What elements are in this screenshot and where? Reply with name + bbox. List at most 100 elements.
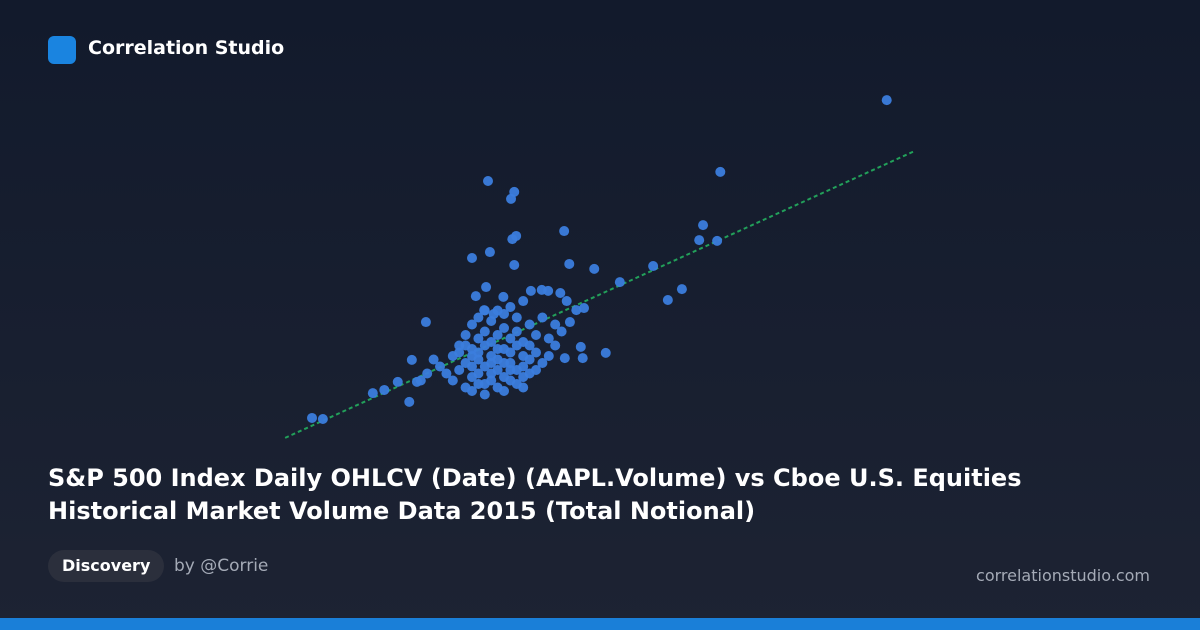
point <box>499 372 509 382</box>
point <box>422 368 433 379</box>
point <box>518 361 529 372</box>
point <box>473 368 484 379</box>
point <box>428 354 439 365</box>
trend-line <box>284 149 916 439</box>
point <box>524 354 535 365</box>
point <box>317 414 328 424</box>
point <box>479 326 490 337</box>
point <box>470 291 481 302</box>
point <box>715 166 726 177</box>
brand: Correlation Studio <box>88 37 285 59</box>
point <box>479 379 490 389</box>
point <box>561 296 572 307</box>
chart <box>284 95 916 439</box>
point <box>492 305 503 316</box>
point <box>492 330 503 340</box>
point <box>564 317 575 328</box>
point <box>550 319 561 330</box>
point <box>499 323 509 333</box>
point <box>543 333 554 344</box>
point <box>662 295 673 305</box>
point <box>486 351 497 361</box>
point <box>524 319 535 330</box>
point <box>454 347 465 358</box>
point <box>518 296 529 307</box>
tag[interactable]: Discovery <box>48 550 165 582</box>
point <box>467 361 477 372</box>
point <box>507 234 518 245</box>
point <box>467 253 477 263</box>
point <box>550 340 561 351</box>
point <box>505 302 516 312</box>
point <box>525 285 536 296</box>
point <box>307 412 317 423</box>
point <box>676 284 687 295</box>
point <box>559 226 570 237</box>
point <box>492 365 503 375</box>
point <box>447 375 458 386</box>
point <box>460 340 471 351</box>
point <box>571 305 582 316</box>
point <box>614 277 625 288</box>
point <box>531 347 541 358</box>
point <box>575 341 586 352</box>
point <box>499 386 509 396</box>
point <box>579 303 589 314</box>
point <box>467 351 477 361</box>
point <box>564 258 575 269</box>
point <box>648 261 659 272</box>
point <box>492 344 503 354</box>
point <box>505 347 516 358</box>
point <box>484 247 495 258</box>
point <box>392 376 403 387</box>
point <box>589 263 600 274</box>
point <box>881 95 892 106</box>
point <box>694 235 705 246</box>
point <box>537 358 548 368</box>
point <box>499 358 509 368</box>
logo <box>48 36 76 64</box>
point <box>479 389 490 400</box>
point <box>518 382 529 393</box>
point <box>505 365 516 375</box>
point <box>481 282 492 293</box>
point <box>600 347 611 358</box>
point <box>467 319 477 330</box>
point <box>486 316 497 326</box>
point <box>479 340 490 351</box>
author[interactable]: by @Corrie <box>174 556 269 576</box>
point <box>531 365 541 375</box>
point <box>698 220 709 231</box>
point <box>498 291 509 302</box>
point <box>511 312 522 323</box>
point <box>441 368 452 379</box>
point <box>555 288 566 298</box>
site-url[interactable]: correlationstudio.com <box>976 566 1150 585</box>
point <box>577 353 588 364</box>
point <box>404 396 415 407</box>
title: S&P 500 Index Daily OHLCV (Date) (AAPL.V… <box>48 464 1022 525</box>
point <box>479 305 490 316</box>
point <box>486 358 497 368</box>
point <box>505 333 516 344</box>
point <box>556 326 567 337</box>
point <box>415 375 426 386</box>
point <box>712 235 723 246</box>
point <box>483 176 493 186</box>
point <box>511 326 522 337</box>
point <box>511 340 522 351</box>
point <box>367 388 378 399</box>
point <box>509 260 520 270</box>
point <box>473 333 484 344</box>
point <box>473 312 484 323</box>
point <box>460 330 471 340</box>
point <box>559 353 570 364</box>
bottom-bar <box>0 618 1200 630</box>
point <box>435 361 445 372</box>
point <box>543 351 554 361</box>
point <box>506 193 517 204</box>
point <box>537 312 548 323</box>
point <box>536 284 547 295</box>
point <box>379 384 390 395</box>
